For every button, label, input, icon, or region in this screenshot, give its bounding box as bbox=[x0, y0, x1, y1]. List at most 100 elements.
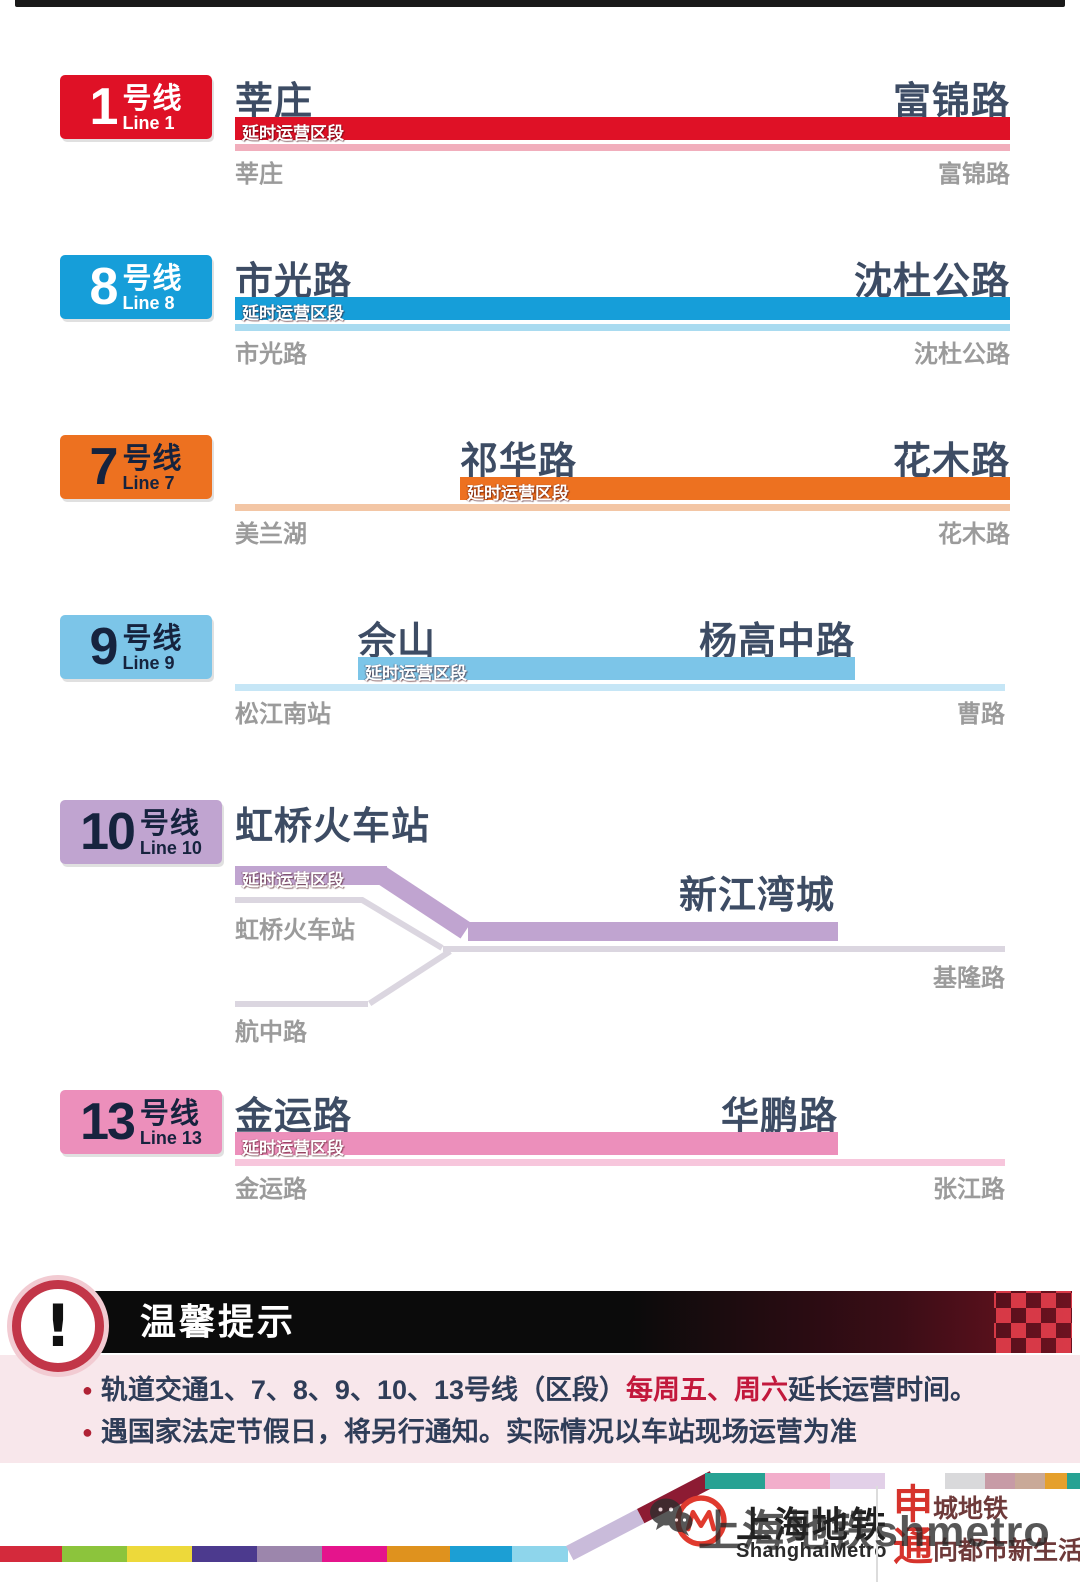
line7-badge-sub: Line 7 bbox=[122, 473, 175, 493]
line8-section-to: 沈杜公路 bbox=[853, 261, 1010, 303]
line9-badge-text: 号线 Line 9 bbox=[122, 623, 183, 674]
line10-badge-text: 号线 Line 10 bbox=[139, 808, 202, 859]
top-border bbox=[15, 0, 1065, 7]
line8-badge-number: 8 bbox=[89, 258, 119, 316]
line8-extended-bar: 延时运营区段 bbox=[235, 297, 1010, 323]
line9-terminal-from: 松江南站 bbox=[235, 701, 331, 728]
line10-bar-label: 延时运营区段 bbox=[242, 871, 344, 890]
line10-branch-b-diagonal bbox=[368, 948, 452, 1007]
line10-terminal-from: 虹桥火车站 bbox=[235, 917, 355, 944]
notice-title: 温馨提示 bbox=[140, 1301, 297, 1342]
line7-badge-text: 号线 Line 7 bbox=[122, 443, 183, 494]
ribbon-segment bbox=[705, 1473, 765, 1489]
notice-bullet-1-pre: 轨道交通1、7、8、9、10、13号线（区段） bbox=[100, 1375, 627, 1405]
slogan-line-1-big: 申 bbox=[893, 1483, 933, 1527]
line13-bar-label: 延时运营区段 bbox=[242, 1139, 344, 1158]
ribbon-segment bbox=[830, 1473, 885, 1489]
line1-badge: 1 号线 Line 1 bbox=[60, 75, 212, 139]
bullet-dot-icon: ● bbox=[82, 1422, 93, 1442]
line7-badge: 7 号线 Line 7 bbox=[60, 435, 212, 499]
line7-bar-label: 延时运营区段 bbox=[467, 484, 569, 503]
line9-bar-label: 延时运营区段 bbox=[365, 664, 467, 683]
ribbon-segment bbox=[387, 1546, 450, 1562]
watermark-text: 上海地铁shmetro bbox=[698, 1508, 1051, 1556]
line7-section-to: 花木路 bbox=[892, 441, 1010, 483]
line10-branch-a-line bbox=[235, 897, 363, 903]
line7-terminal-to: 花木路 bbox=[938, 521, 1010, 548]
line9-badge: 9 号线 Line 9 bbox=[60, 615, 212, 679]
line1-terminal-to: 富锦路 bbox=[938, 161, 1010, 188]
line1-section-from: 莘庄 bbox=[235, 81, 314, 123]
notice-bullet-1-highlight: 每周五、周六 bbox=[626, 1375, 789, 1405]
metro-logo-en: ShanghaiMetro bbox=[736, 1540, 887, 1562]
line10-badge-number: 10 bbox=[80, 803, 136, 861]
line8-section-from: 市光路 bbox=[235, 261, 353, 303]
line8-badge-text: 号线 Line 8 bbox=[122, 263, 183, 314]
line10-section-from: 虹桥火车站 bbox=[235, 806, 431, 848]
line8-badge-sub: Line 8 bbox=[122, 293, 175, 313]
line13-badge-number: 13 bbox=[80, 1093, 136, 1151]
line10-extended-bar-diagonal bbox=[374, 866, 471, 939]
notice-bullet-1: ● 轨道交通1、7、8、9、10、13号线（区段）每周五、周六延长运营时间。 bbox=[82, 1368, 977, 1407]
line13-badge-text: 号线 Line 13 bbox=[139, 1098, 202, 1149]
line10-section-to: 新江湾城 bbox=[678, 875, 835, 917]
metro-logo-cn: 上海地铁 bbox=[736, 1504, 889, 1545]
ribbon-segment bbox=[322, 1546, 387, 1562]
line1-bar-label: 延时运营区段 bbox=[242, 124, 344, 143]
line9-extended-bar: 延时运营区段 bbox=[358, 657, 855, 683]
line1-terminal-from: 莘庄 bbox=[235, 161, 283, 188]
line8-bar-label: 延时运营区段 bbox=[242, 304, 344, 323]
line8-badge-suffix: 号线 bbox=[122, 263, 183, 295]
line8-terminal-to: 沈杜公路 bbox=[914, 341, 1010, 368]
slogan-line-2: 通 向都市新生活 bbox=[893, 1525, 1080, 1569]
alert-exclamation: ! bbox=[44, 1292, 72, 1360]
ribbon-segment bbox=[512, 1546, 568, 1562]
notice-panel bbox=[0, 1355, 1080, 1463]
line13-badge: 13 号线 Line 13 bbox=[60, 1090, 222, 1154]
line8-full-line bbox=[235, 324, 1010, 331]
line1-badge-number: 1 bbox=[89, 78, 119, 136]
line9-badge-sub: Line 9 bbox=[122, 653, 175, 673]
bullet-dot-icon: ● bbox=[82, 1380, 93, 1400]
ribbon-segment bbox=[450, 1546, 512, 1562]
line1-full-line bbox=[235, 144, 1010, 151]
line1-badge-sub: Line 1 bbox=[122, 113, 175, 133]
line10-extended-bar-lower bbox=[468, 922, 838, 941]
line7-badge-number: 7 bbox=[89, 438, 119, 496]
ribbon-segment bbox=[765, 1473, 830, 1489]
line1-extended-bar: 延时运营区段 bbox=[235, 117, 1010, 143]
notice-bullet-1-post: 延长运营时间。 bbox=[788, 1375, 978, 1405]
line8-badge: 8 号线 Line 8 bbox=[60, 255, 212, 319]
ribbon-segment bbox=[0, 1546, 62, 1562]
line13-extended-bar: 延时运营区段 bbox=[235, 1132, 838, 1158]
ribbon-segment bbox=[945, 1473, 985, 1489]
ribbon-segment bbox=[1067, 1473, 1080, 1489]
wechat-icon bbox=[648, 1496, 694, 1538]
line9-section-from: 佘山 bbox=[358, 621, 437, 663]
line7-full-line bbox=[235, 504, 1010, 511]
line13-terminal-from: 金运路 bbox=[235, 1176, 307, 1203]
line1-section-to: 富锦路 bbox=[892, 81, 1010, 123]
line13-badge-suffix: 号线 bbox=[139, 1098, 200, 1130]
line8-terminal-from: 市光路 bbox=[235, 341, 307, 368]
ribbon-segment bbox=[985, 1473, 1015, 1489]
ribbon-segment bbox=[192, 1546, 257, 1562]
line9-terminal-to: 曹路 bbox=[957, 701, 1005, 728]
line13-terminal-to: 张江路 bbox=[933, 1176, 1005, 1203]
slogan-line-2-big: 通 bbox=[893, 1525, 933, 1569]
alert-icon: ! bbox=[12, 1280, 104, 1372]
line1-badge-suffix: 号线 bbox=[122, 83, 183, 115]
line10-branch-b-line bbox=[235, 1001, 368, 1007]
line7-badge-suffix: 号线 bbox=[122, 443, 183, 475]
notice-bullet-2: ● 遇国家法定节假日，将另行通知。实际情况以车站现场运营为准 bbox=[82, 1410, 857, 1449]
slogan-line-1-rest: 城地铁 bbox=[933, 1495, 1009, 1523]
line13-badge-sub: Line 13 bbox=[139, 1128, 202, 1148]
ribbon-segment bbox=[1015, 1473, 1045, 1489]
line9-badge-suffix: 号线 bbox=[122, 623, 183, 655]
footer-divider bbox=[876, 1486, 878, 1582]
line9-section-to: 杨高中路 bbox=[698, 621, 855, 663]
slogan-line-1: 申 城地铁 bbox=[893, 1483, 1009, 1527]
notice-title-bar: 温馨提示 bbox=[95, 1291, 1072, 1353]
line10-badge-suffix: 号线 bbox=[139, 808, 200, 840]
